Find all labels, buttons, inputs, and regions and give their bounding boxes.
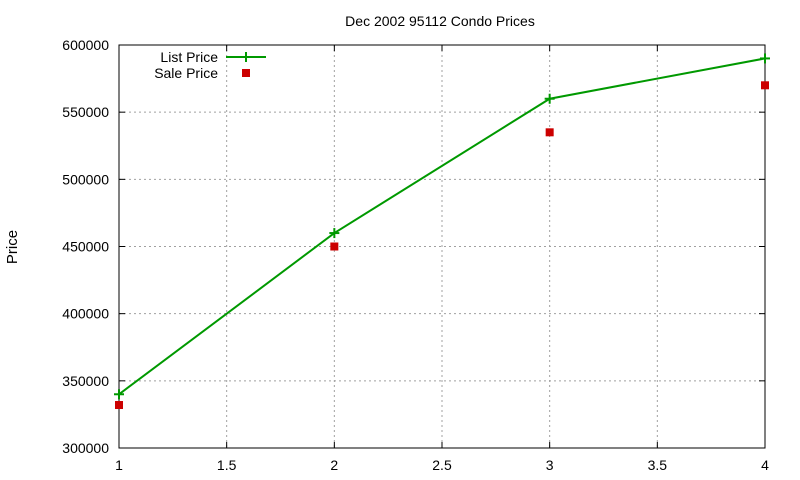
data-point (760, 53, 770, 64)
x-tick-label: 3 (546, 457, 554, 473)
data-point (545, 128, 554, 137)
x-tick-label: 1.5 (217, 457, 237, 473)
x-tick-label: 3.5 (648, 457, 668, 473)
legend-label: Sale Price (154, 65, 218, 81)
series-2 (115, 81, 769, 410)
legend-marker (241, 52, 251, 62)
x-tick-label: 2 (330, 457, 338, 473)
y-axis-label: Price (4, 230, 21, 264)
chart-title: Dec 2002 95112 Condo Prices (345, 13, 535, 29)
data-point (114, 389, 124, 400)
data-point (329, 228, 340, 239)
data-point (761, 81, 769, 90)
y-tick-label: 350000 (62, 373, 109, 389)
axis-ticks: 1 1.5 2 2.5 3 3.5 4 300000 350000 400000 450000 500… (62, 37, 769, 473)
data-point (115, 401, 123, 410)
legend-label: List Price (160, 49, 218, 65)
y-tick-label: 500000 (62, 171, 109, 187)
gridlines (119, 45, 765, 448)
series-layer (114, 53, 770, 410)
x-tick-label: 2.5 (432, 457, 452, 473)
y-tick-label: 550000 (62, 104, 109, 120)
y-tick-label: 450000 (62, 239, 109, 255)
y-tick-label: 400000 (62, 306, 109, 322)
x-tick-label: 1 (115, 457, 123, 473)
x-tick-label: 4 (761, 457, 769, 473)
legend-marker (242, 69, 250, 77)
data-point (544, 93, 555, 104)
series-1 (114, 53, 770, 400)
y-tick-label: 600000 (62, 37, 109, 53)
y-tick-label: 300000 (62, 440, 109, 456)
series-line (118, 57, 766, 396)
data-point (330, 242, 339, 251)
